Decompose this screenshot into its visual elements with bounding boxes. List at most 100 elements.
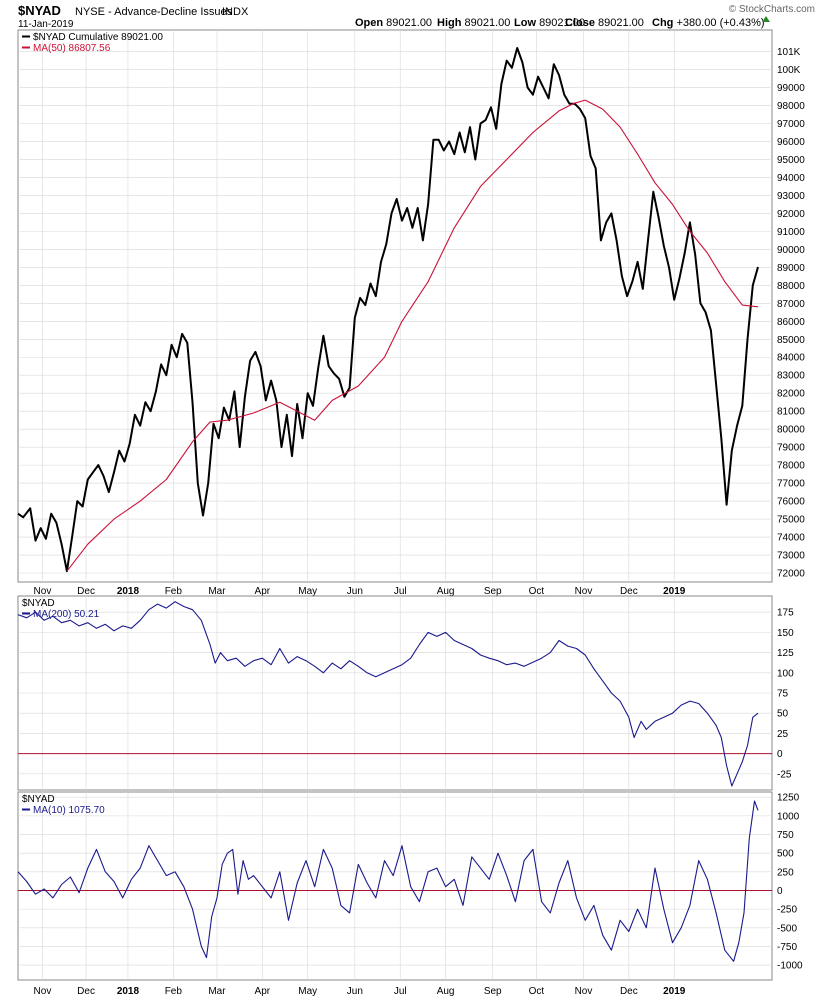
y-tick-label: 750 <box>777 830 794 841</box>
x-tick-label: Oct <box>529 986 545 997</box>
y-tick-label: 0 <box>777 749 783 760</box>
y-tick-label: 100 <box>777 668 794 679</box>
y-tick-label: 86000 <box>777 317 805 328</box>
y-tick-label: -1000 <box>777 961 803 972</box>
y-tick-label: 0 <box>777 886 783 897</box>
ohlc-open: Open 89021.00 <box>355 17 432 29</box>
x-tick-label: Apr <box>255 586 271 597</box>
y-tick-label: 82000 <box>777 389 805 400</box>
date-label: 11-Jan-2019 <box>18 19 74 30</box>
ohlc-close: Close 89021.00 <box>565 17 644 29</box>
x-tick-label: Feb <box>165 986 183 997</box>
y-tick-label: 1000 <box>777 811 800 822</box>
y-tick-label: 75000 <box>777 515 805 526</box>
x-tick-label: Nov <box>34 986 52 997</box>
y-tick-label: 74000 <box>777 533 805 544</box>
y-tick-label: 175 <box>777 608 794 619</box>
x-tick-label: Aug <box>437 986 455 997</box>
x-tick-label: Jul <box>394 986 407 997</box>
y-tick-label: 150 <box>777 628 794 639</box>
y-tick-label: 75 <box>777 689 789 700</box>
x-tick-label: Mar <box>208 986 226 997</box>
y-tick-label: 72000 <box>777 569 805 580</box>
y-tick-label: 88000 <box>777 281 805 292</box>
y-tick-label: 100K <box>777 65 801 76</box>
x-tick-label: Sep <box>484 986 502 997</box>
x-tick-label: 2019 <box>663 986 686 997</box>
chart-header: $NYAD NYSE - Advance-Decline Issues INDX… <box>18 3 815 30</box>
symbol-description: NYSE - Advance-Decline Issues <box>75 6 233 18</box>
x-tick-label: Dec <box>77 586 95 597</box>
y-tick-label: 90000 <box>777 245 805 256</box>
x-tick-label: May <box>298 586 317 597</box>
legend-entry: MA(50) 86807.56 <box>33 43 111 54</box>
up-arrow-icon <box>762 16 770 22</box>
y-tick-label: 101K <box>777 47 801 58</box>
y-tick-label: -25 <box>777 769 792 780</box>
y-tick-label: 93000 <box>777 191 805 202</box>
y-tick-label: 92000 <box>777 209 805 220</box>
ohlc-chg: Chg +380.00 (+0.43%) <box>652 17 765 29</box>
x-tick-label: Jul <box>394 586 407 597</box>
y-tick-label: 250 <box>777 867 794 878</box>
y-tick-label: 76000 <box>777 497 805 508</box>
x-tick-label: 2018 <box>117 586 140 597</box>
legend-entry: MA(10) 1075.70 <box>33 805 105 816</box>
ohlc-readout: Open 89021.00 High 89021.00 Low 89021.00Cl… <box>355 17 765 29</box>
x-tick-label: Nov <box>34 586 52 597</box>
y-tick-label: 78000 <box>777 461 805 472</box>
y-tick-label: -500 <box>777 923 797 934</box>
x-tick-label: Nov <box>575 986 593 997</box>
x-tick-label: May <box>298 986 317 997</box>
panel-label: $NYAD <box>22 794 55 805</box>
panel-indicator-ma10: -1000 -750 -500 -250 0 250 500 750 1000 1250 $NYAD… <box>17 791 803 997</box>
series-line-2 <box>66 99 759 572</box>
y-tick-label: 94000 <box>777 173 805 184</box>
y-tick-label: 96000 <box>777 137 805 148</box>
ohlc-low: Low 89021.00 <box>514 17 585 29</box>
y-tick-label: 73000 <box>777 551 805 562</box>
y-tick-label: 89000 <box>777 263 805 274</box>
y-tick-label: 97000 <box>777 119 805 130</box>
y-tick-label: 98000 <box>777 101 805 112</box>
y-tick-label: 77000 <box>777 479 805 490</box>
x-tick-label: Nov <box>575 586 593 597</box>
panel-frame <box>17 791 773 981</box>
x-tick-label: Dec <box>620 986 638 997</box>
y-tick-label: 95000 <box>777 155 805 166</box>
y-tick-label: 125 <box>777 648 794 659</box>
x-tick-label: Jun <box>347 586 363 597</box>
x-tick-label: Feb <box>165 586 183 597</box>
y-tick-label: 50 <box>777 709 789 720</box>
y-tick-label: 80000 <box>777 425 805 436</box>
panel-main: 72000 73000 74000 75000 76000 77000 78000 79000… <box>17 29 805 597</box>
x-tick-label: 2018 <box>117 986 140 997</box>
series-line-1 <box>17 47 759 573</box>
watermark: © StockCharts.com <box>729 4 815 15</box>
x-tick-label: Sep <box>484 586 502 597</box>
x-tick-label: 2019 <box>663 586 686 597</box>
x-tick-label: Oct <box>529 586 545 597</box>
x-tick-label: Apr <box>255 986 271 997</box>
series-line-1 <box>17 601 759 787</box>
panel-frame <box>17 29 773 583</box>
x-tick-label: Mar <box>208 586 226 597</box>
series-line-1 <box>17 800 759 962</box>
legend-entry: MA(200) 50.21 <box>33 609 100 620</box>
y-tick-label: 85000 <box>777 335 805 346</box>
ohlc-high: High 89021.00 <box>437 17 510 29</box>
symbol-title: $NYAD <box>18 3 61 18</box>
y-tick-label: 500 <box>777 849 794 860</box>
y-tick-label: 79000 <box>777 443 805 454</box>
legend-entry: $NYAD Cumulative 89021.00 <box>33 32 163 43</box>
x-tick-label: Aug <box>437 586 455 597</box>
y-tick-label: 87000 <box>777 299 805 310</box>
y-tick-label: 91000 <box>777 227 805 238</box>
y-tick-label: 83000 <box>777 371 805 382</box>
y-tick-label: -750 <box>777 942 797 953</box>
panel-label: $NYAD <box>22 598 55 609</box>
x-tick-label: Dec <box>620 586 638 597</box>
x-tick-label: Jun <box>347 986 363 997</box>
